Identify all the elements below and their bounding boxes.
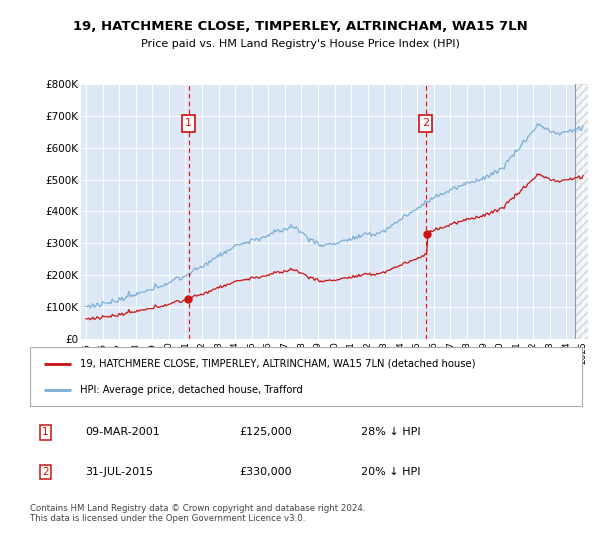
Text: 1: 1	[185, 119, 192, 128]
Text: 1: 1	[42, 427, 49, 437]
Text: 19, HATCHMERE CLOSE, TIMPERLEY, ALTRINCHAM, WA15 7LN: 19, HATCHMERE CLOSE, TIMPERLEY, ALTRINCH…	[73, 20, 527, 32]
Text: 20% ↓ HPI: 20% ↓ HPI	[361, 467, 421, 477]
Text: 2: 2	[42, 467, 49, 477]
Text: 09-MAR-2001: 09-MAR-2001	[85, 427, 160, 437]
Text: HPI: Average price, detached house, Trafford: HPI: Average price, detached house, Traf…	[80, 385, 302, 395]
Text: Price paid vs. HM Land Registry's House Price Index (HPI): Price paid vs. HM Land Registry's House …	[140, 39, 460, 49]
Text: 2: 2	[422, 119, 429, 128]
Text: £330,000: £330,000	[240, 467, 292, 477]
Text: 19, HATCHMERE CLOSE, TIMPERLEY, ALTRINCHAM, WA15 7LN (detached house): 19, HATCHMERE CLOSE, TIMPERLEY, ALTRINCH…	[80, 358, 475, 368]
Bar	[575, 84, 588, 339]
Text: 28% ↓ HPI: 28% ↓ HPI	[361, 427, 421, 437]
Text: 31-JUL-2015: 31-JUL-2015	[85, 467, 154, 477]
Text: £125,000: £125,000	[240, 427, 293, 437]
Text: Contains HM Land Registry data © Crown copyright and database right 2024.
This d: Contains HM Land Registry data © Crown c…	[30, 504, 365, 523]
FancyBboxPatch shape	[30, 347, 582, 406]
